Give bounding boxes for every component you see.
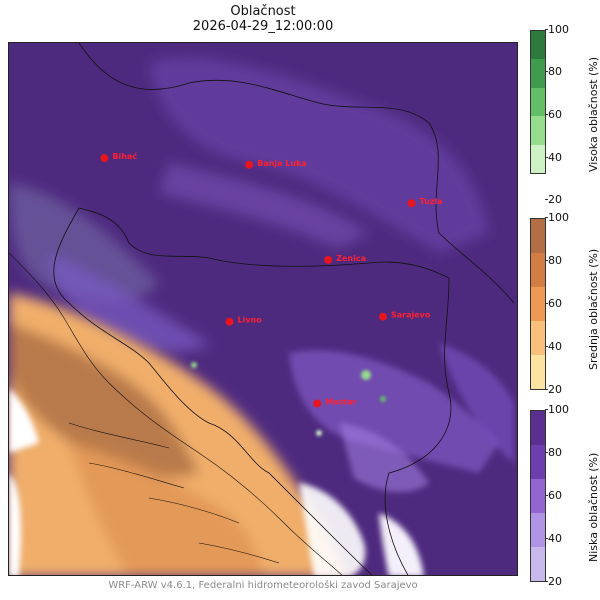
city-marker — [225, 317, 234, 326]
colorbar-segment — [531, 479, 545, 513]
high-cloud-colorbar — [530, 30, 546, 174]
colorbar-tick: 40 — [545, 340, 562, 353]
colorbar-segment — [531, 219, 545, 253]
colorbar-segment — [531, 31, 545, 60]
city-marker — [407, 199, 416, 208]
low-cloud-light-bands — [9, 57, 489, 353]
high-cloud-specks — [191, 362, 386, 436]
forecast-timestamp: 2026-04-29_12:00:00 — [192, 19, 334, 34]
colorbar-tick: 80 — [545, 65, 562, 78]
colorbar-segment — [531, 547, 545, 581]
city-label: Zenica — [336, 254, 366, 263]
city-marker — [324, 255, 333, 264]
city-marker — [245, 160, 254, 169]
colorbar-segment — [531, 321, 545, 355]
map-title: Oblačnost — [230, 4, 296, 19]
colorbar-tick: 60 — [545, 108, 562, 121]
country-borders — [53, 43, 515, 575]
colorbar-tick: 80 — [545, 254, 562, 267]
colorbar-tick: 100 — [545, 403, 569, 416]
city-label: Bihać — [112, 151, 137, 161]
colorbar-tick: 100 — [545, 23, 569, 36]
city-marker — [100, 154, 109, 163]
city-label: Tuzla — [420, 197, 443, 206]
colorbar-tick: 80 — [545, 446, 562, 459]
city-marker — [313, 399, 322, 408]
colorbar-segment — [531, 287, 545, 321]
low-cloud-colorbar-label: Niska oblačnost (%) — [587, 452, 600, 562]
colorbar-segment — [531, 144, 545, 173]
colorbar-segment — [531, 253, 545, 287]
colorbar-segment — [531, 411, 545, 445]
colorbar-tick: 20 — [545, 383, 562, 396]
colorbar-segment — [531, 87, 545, 117]
colorbar-tick: 40 — [545, 532, 562, 545]
coastline — [9, 252, 343, 575]
city-label: Livno — [238, 316, 263, 325]
colorbar-tick: 20 — [545, 575, 562, 588]
low-cloud-patches — [289, 343, 514, 493]
colorbar-tick: 100 — [545, 211, 569, 224]
mid-cloud-colorbar-label: Srednja oblačnost (%) — [587, 248, 600, 370]
colorbar-segment — [531, 513, 545, 547]
high-cloud-colorbar-label: Visoka oblačnost (%) — [587, 56, 600, 172]
colorbar-segment — [531, 445, 545, 479]
city-label: Sarajevo — [391, 311, 431, 320]
colorbar-tick: 20 — [545, 193, 562, 206]
colorbar-tick: 60 — [545, 297, 562, 310]
city-marker — [379, 312, 387, 321]
mid-cloud-layer — [9, 293, 348, 575]
mid-cloud-colorbar — [530, 218, 546, 390]
colorbar-tick: 40 — [545, 151, 562, 164]
colorbar-segment — [531, 116, 545, 145]
colorbar-segment — [531, 59, 545, 88]
model-credit: WRF-ARW v4.6.1, Federalni hidrometeorolo… — [108, 580, 418, 591]
cloud-cover-map: Bihać Banja Luka Tuzla Zenica Livno Sarajevo M… — [8, 42, 518, 576]
city-label: Banja Luka — [257, 159, 307, 168]
low-cloud-colorbar — [530, 410, 546, 582]
colorbar-segment — [531, 355, 545, 389]
colorbar-tick: 60 — [545, 489, 562, 502]
city-label: Mostar — [325, 397, 356, 406]
